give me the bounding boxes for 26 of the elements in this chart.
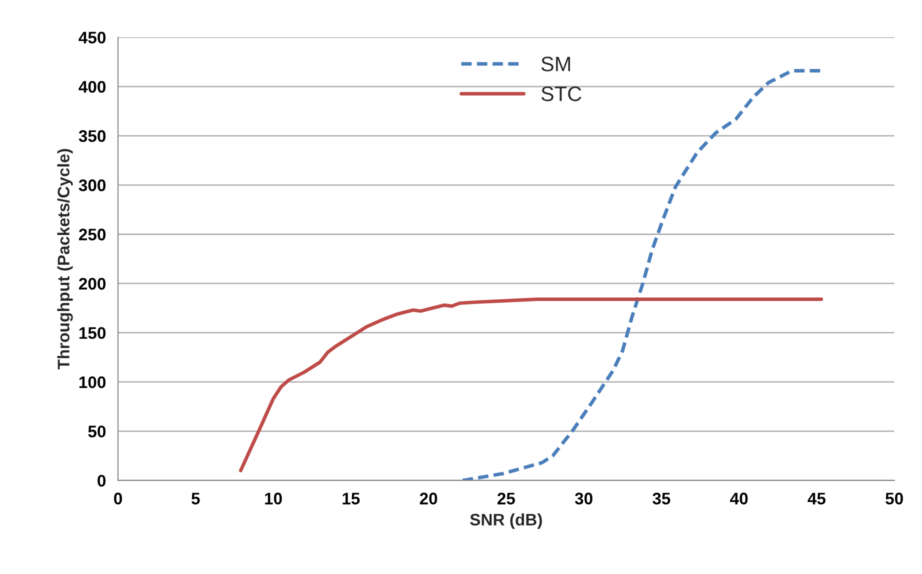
x-tick-label: 5 xyxy=(192,492,200,504)
y-tick-label: 50 xyxy=(88,426,106,438)
x-tick-label: 30 xyxy=(574,492,592,505)
x-tick-label: 35 xyxy=(652,492,670,505)
y-axis-title: Throughput (Packets/Cycle) xyxy=(57,149,73,370)
x-tick-label: 10 xyxy=(265,492,282,504)
x-tick-label: 50 xyxy=(886,492,903,504)
y-tick-label: 450 xyxy=(78,32,106,44)
x-tick-label: 15 xyxy=(342,492,360,504)
x-tick-label: 0 xyxy=(114,492,122,504)
legend-label: SM xyxy=(541,56,570,72)
y-tick-label: 0 xyxy=(98,474,106,487)
y-tick-label: 300 xyxy=(78,179,106,192)
x-tick-label: 45 xyxy=(808,492,826,504)
x-tick-label: 25 xyxy=(497,492,515,504)
y-tick-label: 350 xyxy=(78,130,106,142)
y-tick-label: 150 xyxy=(79,327,106,339)
legend-label: STC xyxy=(541,86,582,102)
x-tick-label: 20 xyxy=(420,492,438,504)
y-tick-label: 100 xyxy=(79,376,106,388)
y-tick-label: 250 xyxy=(78,228,106,240)
x-axis-title: SNR (dB) xyxy=(470,513,542,529)
y-tick-label: 200 xyxy=(78,278,106,290)
line-series xyxy=(238,298,824,472)
y-tick-label: 400 xyxy=(78,80,106,93)
x-tick-label: 40 xyxy=(730,492,748,504)
